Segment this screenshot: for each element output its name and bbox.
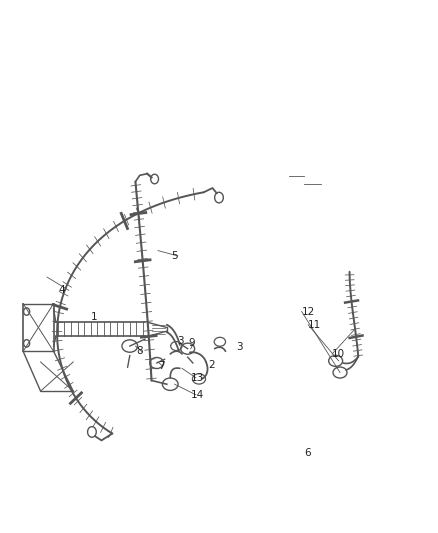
Text: 7: 7 — [158, 361, 165, 371]
Text: 3: 3 — [178, 336, 184, 346]
Text: 6: 6 — [304, 448, 311, 458]
Text: 1: 1 — [91, 312, 97, 322]
Text: 14: 14 — [191, 390, 204, 400]
Text: 8: 8 — [136, 346, 143, 357]
Text: 4: 4 — [58, 285, 64, 295]
Text: 11: 11 — [308, 320, 321, 330]
Text: 13: 13 — [191, 373, 204, 383]
Text: 2: 2 — [208, 360, 215, 369]
Text: 10: 10 — [332, 349, 345, 359]
Text: 3: 3 — [237, 342, 243, 352]
Text: 12: 12 — [302, 306, 315, 317]
Text: 5: 5 — [171, 251, 178, 261]
Text: 9: 9 — [188, 338, 195, 349]
